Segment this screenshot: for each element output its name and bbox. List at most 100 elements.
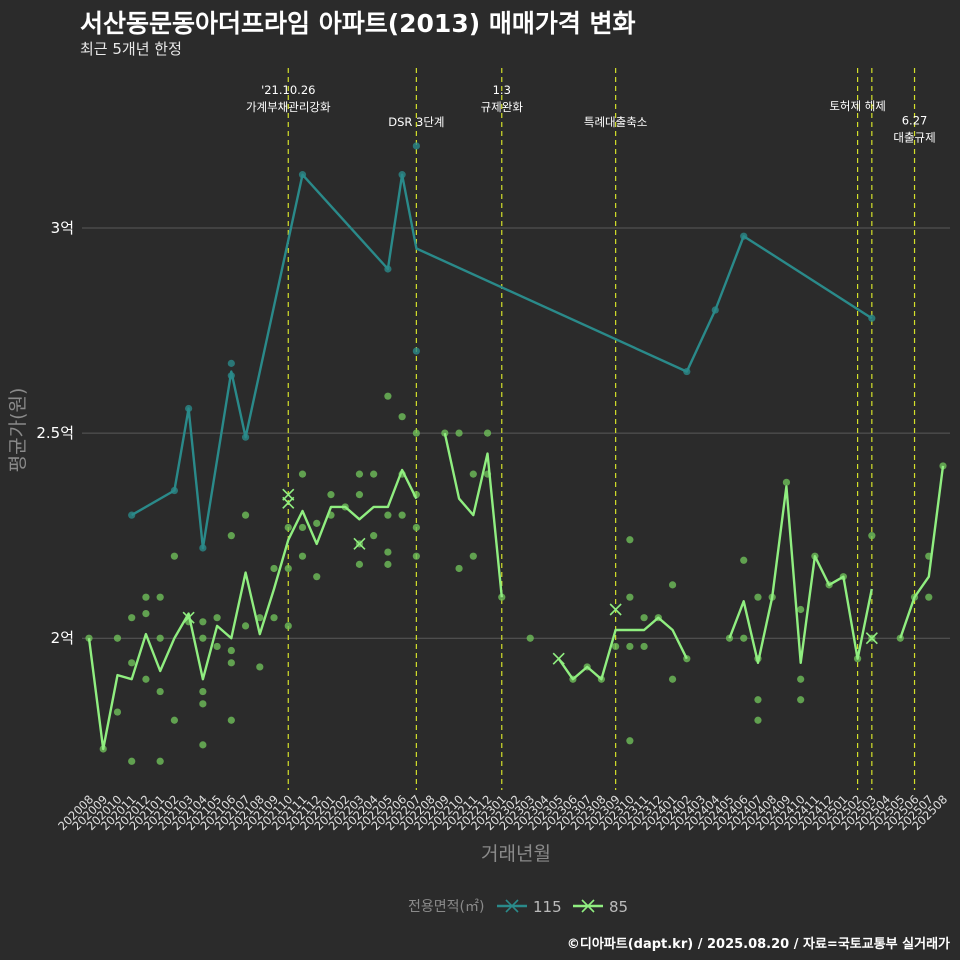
data-point-85 <box>170 716 178 724</box>
event-label: 토허제 해제 <box>829 99 886 113</box>
point-layer <box>85 142 947 765</box>
series-line-85 <box>899 465 945 639</box>
legend-item-115: 115 <box>497 898 562 916</box>
data-point-115 <box>412 142 420 150</box>
data-point-85 <box>412 429 420 437</box>
legend-cross <box>505 899 519 913</box>
data-point-85 <box>113 708 122 716</box>
data-point-85 <box>284 564 292 573</box>
data-point-85 <box>199 634 207 642</box>
axis-layer: 2억2.5억3억평균가(원)20200820200920201020201120… <box>7 219 950 865</box>
data-point-85 <box>797 605 805 614</box>
data-point-85 <box>355 560 364 568</box>
data-point-85 <box>170 552 178 560</box>
data-point-85 <box>370 470 378 478</box>
data-point-85 <box>156 593 164 601</box>
data-point-85 <box>113 634 122 642</box>
data-point-85 <box>455 564 463 573</box>
cross-stroke <box>609 603 622 616</box>
grid-layer <box>82 227 950 639</box>
data-point-85 <box>526 634 534 642</box>
data-point-85 <box>925 593 933 601</box>
data-point-85 <box>740 556 748 564</box>
data-point-85 <box>355 470 364 478</box>
cross-stroke <box>865 632 878 645</box>
data-point-85 <box>797 696 805 704</box>
data-point-85 <box>384 548 392 556</box>
data-point-85 <box>142 593 150 601</box>
series-line-85 <box>728 485 873 664</box>
data-point-85 <box>754 593 762 601</box>
data-point-85 <box>227 659 235 667</box>
data-point-85 <box>412 552 420 560</box>
data-point-85 <box>626 536 634 544</box>
legend-item-85: 85 <box>573 898 628 916</box>
data-point-85 <box>227 532 235 540</box>
legend-cross <box>581 899 595 913</box>
data-point-85 <box>227 646 235 655</box>
data-point-85 <box>640 614 648 622</box>
data-point-85 <box>740 634 748 642</box>
event-label: '21.10.26 <box>261 83 315 97</box>
data-point-85 <box>754 696 762 704</box>
cross-marker-85 <box>282 496 295 509</box>
data-point-85 <box>128 614 136 622</box>
data-point-85 <box>142 675 150 683</box>
y-tick-label: 3억 <box>51 219 74 237</box>
data-point-85 <box>227 716 235 724</box>
cross-stroke <box>282 496 295 509</box>
y-axis-title: 평균가(원) <box>7 388 29 473</box>
data-point-85 <box>754 716 762 724</box>
data-point-85 <box>156 757 164 765</box>
data-point-85 <box>199 618 207 626</box>
data-point-85 <box>199 687 207 696</box>
data-point-85 <box>213 614 221 622</box>
data-point-85 <box>241 622 250 630</box>
data-point-85 <box>455 429 463 437</box>
event-label: 가계부채관리강화 <box>246 100 331 114</box>
cross-marker-85 <box>865 632 878 645</box>
cross-marker-85 <box>552 652 565 665</box>
chart-title: 서산동문동아더프라임 아파트(2013) 매매가격 변화 <box>80 9 636 38</box>
y-tick-label: 2억 <box>51 629 74 647</box>
data-point-85 <box>327 491 335 499</box>
cross-stroke <box>353 537 366 550</box>
x-axis-title: 거래년월 <box>481 843 551 865</box>
data-point-85 <box>270 564 278 573</box>
legend-label: 85 <box>609 898 628 916</box>
data-point-85 <box>199 700 207 708</box>
y-tick-label: 2.5억 <box>36 424 74 442</box>
legend-layer: 전용면적(㎡) 115 85 <box>408 898 628 916</box>
data-point-85 <box>256 663 264 671</box>
data-point-85 <box>469 470 477 478</box>
data-point-85 <box>313 519 321 527</box>
data-point-85 <box>355 491 364 499</box>
cross-stroke <box>182 611 195 624</box>
data-point-85 <box>213 642 221 651</box>
data-point-85 <box>412 523 420 532</box>
cross-marker-85 <box>609 603 622 616</box>
data-point-85 <box>483 429 492 437</box>
data-point-85 <box>469 552 477 560</box>
data-point-85 <box>668 675 677 683</box>
data-point-85 <box>797 675 805 683</box>
series-line-85 <box>443 432 503 598</box>
data-point-85 <box>241 511 250 519</box>
line-layer <box>87 173 945 751</box>
data-point-85 <box>199 741 207 749</box>
event-label: 6.27 <box>902 113 928 127</box>
event-label: DSR 3단계 <box>388 115 444 129</box>
cross-layer <box>182 488 878 665</box>
source-caption: ©디아파트(dapt.kr) / 2025.08.20 / 자료=국토교통부 실… <box>566 937 950 952</box>
data-point-85 <box>668 581 677 589</box>
data-point-85 <box>398 511 406 519</box>
data-point-85 <box>128 757 136 765</box>
cross-stroke <box>552 652 565 665</box>
cross-marker-85 <box>353 537 366 550</box>
event-label: 대출규제 <box>893 130 935 144</box>
data-point-85 <box>384 560 392 568</box>
data-point-85 <box>270 614 278 622</box>
data-point-85 <box>298 523 307 532</box>
data-point-85 <box>298 470 307 478</box>
data-point-85 <box>284 622 292 630</box>
